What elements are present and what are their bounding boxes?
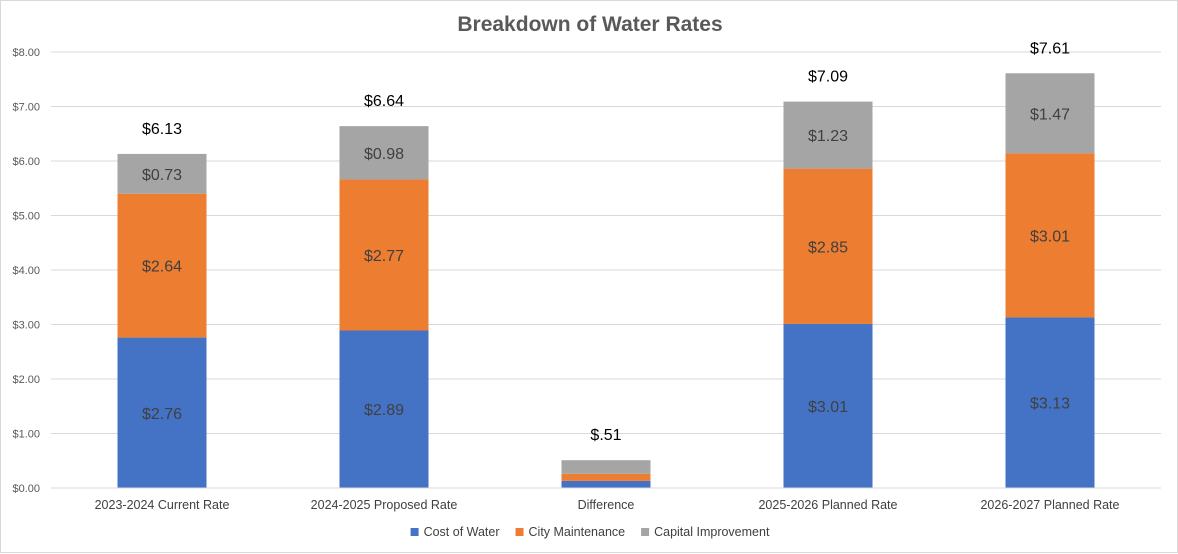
legend: Cost of Water City Maintenance Capital Imp… [410, 525, 770, 539]
bar-total-label: $7.09 [808, 69, 848, 86]
bar-segment-capital-improvement [561, 460, 651, 474]
legend-label: City Maintenance [529, 525, 626, 539]
bar-segment-city-maintenance [117, 193, 207, 338]
bar-segment-label: $2.76 [142, 406, 182, 423]
bar-segment-capital-improvement [339, 126, 429, 180]
legend-label: Cost of Water [424, 525, 500, 539]
bar-total-label: $6.13 [142, 121, 182, 138]
bar-segment-label: $3.13 [1030, 396, 1070, 413]
bars: $2.76 $2.64 $0.73 $6.13 $2.89 $2.77 $0.98 $6.64… [117, 40, 1095, 488]
bar-total-label: $.51 [590, 427, 621, 444]
x-category-label: Difference [578, 498, 635, 512]
legend-swatch [641, 528, 650, 536]
x-category-label: 2025-2026 Planned Rate [758, 498, 897, 512]
x-category-label: 2026-2027 Planned Rate [980, 498, 1119, 512]
bar-segment-label: $3.01 [808, 399, 848, 416]
y-tick-label: $8.00 [12, 47, 40, 59]
y-tick-label: $4.00 [12, 265, 40, 277]
bar-segment-city-maintenance [561, 473, 651, 481]
x-category-label: 2023-2024 Current Rate [95, 498, 230, 512]
bar-segment-label: $0.73 [142, 167, 182, 184]
chart-title: Breakdown of Water Rates [457, 13, 722, 36]
bar-segment-city-maintenance [783, 168, 873, 324]
bar-segment-cost-of-water [117, 337, 207, 488]
y-tick-label: $3.00 [12, 320, 40, 332]
y-tick-label: $5.00 [12, 211, 40, 223]
legend-label: Capital Improvement [654, 525, 770, 539]
x-category-label: 2024-2025 Proposed Rate [311, 498, 458, 512]
bar-total-label: $6.64 [364, 93, 404, 110]
bar-segment-capital-improvement [117, 153, 207, 194]
bar-segment-label: $1.47 [1030, 106, 1070, 123]
legend-swatch [410, 528, 419, 536]
bar-segment-label: $2.85 [808, 239, 848, 256]
bar-segment-label: $0.98 [364, 146, 404, 163]
x-axis: 2023-2024 Current Rate 2024-2025 Proposed… [51, 487, 1161, 512]
y-tick-label: $0.00 [12, 483, 40, 495]
y-axis: $0.00 $1.00 $2.00 $3.00 $4.00 $5.00 $6.00 $7.00… [12, 47, 40, 495]
bar-segment-cost-of-water [1005, 317, 1095, 488]
y-tick-label: $2.00 [12, 374, 40, 386]
bar-segment-cost-of-water [561, 480, 651, 488]
bar-segment-label: $2.64 [142, 259, 182, 276]
y-tick-label: $7.00 [12, 102, 40, 114]
bar-segment-cost-of-water [339, 330, 429, 488]
legend-swatch [515, 528, 524, 536]
bar-segment-label: $2.89 [364, 402, 404, 419]
bar-segment-label: $1.23 [808, 128, 848, 145]
bar-segment-label: $2.77 [364, 248, 404, 265]
gridlines [51, 51, 1161, 489]
bar-total-label: $7.61 [1030, 40, 1070, 57]
bar-segment-city-maintenance [1005, 153, 1095, 318]
bar-segment-capital-improvement [783, 101, 873, 169]
bar-segment-city-maintenance [339, 179, 429, 331]
y-tick-label: $6.00 [12, 156, 40, 168]
bar-segment-cost-of-water [783, 323, 873, 488]
y-tick-label: $1.00 [12, 429, 40, 441]
bar-segment-capital-improvement [1005, 73, 1095, 154]
bar-segment-label: $3.01 [1030, 228, 1070, 245]
